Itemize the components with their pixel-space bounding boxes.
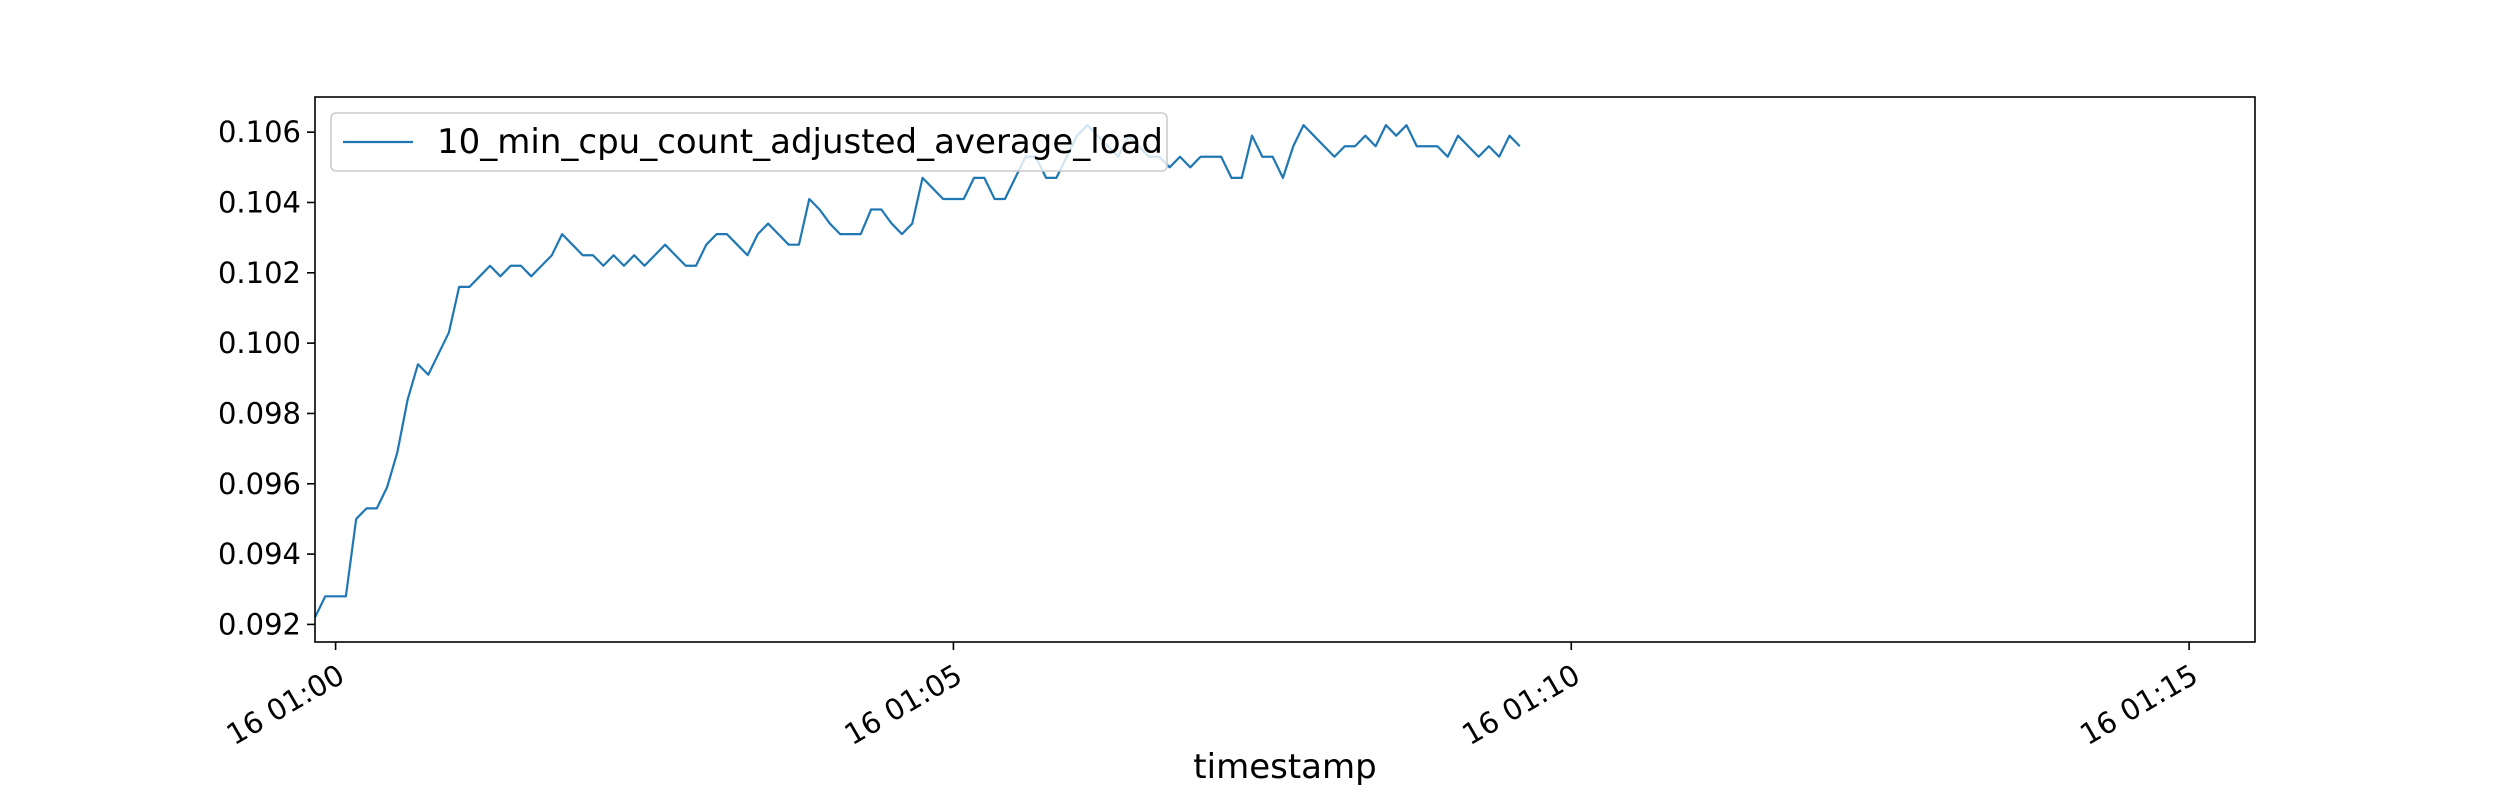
- y-tick-label: 0.092: [218, 607, 301, 641]
- plot-background: [315, 97, 2255, 642]
- x-tick-label: 16 01:15: [2074, 657, 2203, 751]
- y-tick-label: 0.094: [218, 537, 301, 571]
- y-tick-label: 0.098: [218, 396, 301, 430]
- x-tick-label: 16 01:10: [1456, 657, 1585, 751]
- plot-frame: [314, 96, 2256, 643]
- legend-label: 10_min_cpu_count_adjusted_average_load: [437, 122, 1163, 162]
- y-tick-label: 0.100: [218, 326, 301, 360]
- y-axis: 0.092 0.094 0.096 0.098 0.100 0.102 0.104 0.106: [218, 115, 315, 641]
- x-tick-label: 16 01:00: [221, 657, 350, 751]
- y-tick-label: 0.096: [218, 467, 301, 501]
- y-tick-label: 0.106: [218, 115, 301, 149]
- x-axis-title: timestamp: [1193, 747, 1376, 787]
- series-layer: [314, 124, 1521, 618]
- x-tick-label: 16 01:05: [838, 657, 967, 751]
- series-line: [314, 124, 1521, 618]
- x-axis: 16 01:00 16 01:05 16 01:10 16 01:15: [221, 642, 2203, 752]
- y-tick-label: 0.102: [218, 256, 301, 290]
- y-tick-label: 0.104: [218, 185, 301, 219]
- legend: 10_min_cpu_count_adjusted_average_load: [330, 112, 1168, 172]
- legend-box: [330, 112, 1168, 172]
